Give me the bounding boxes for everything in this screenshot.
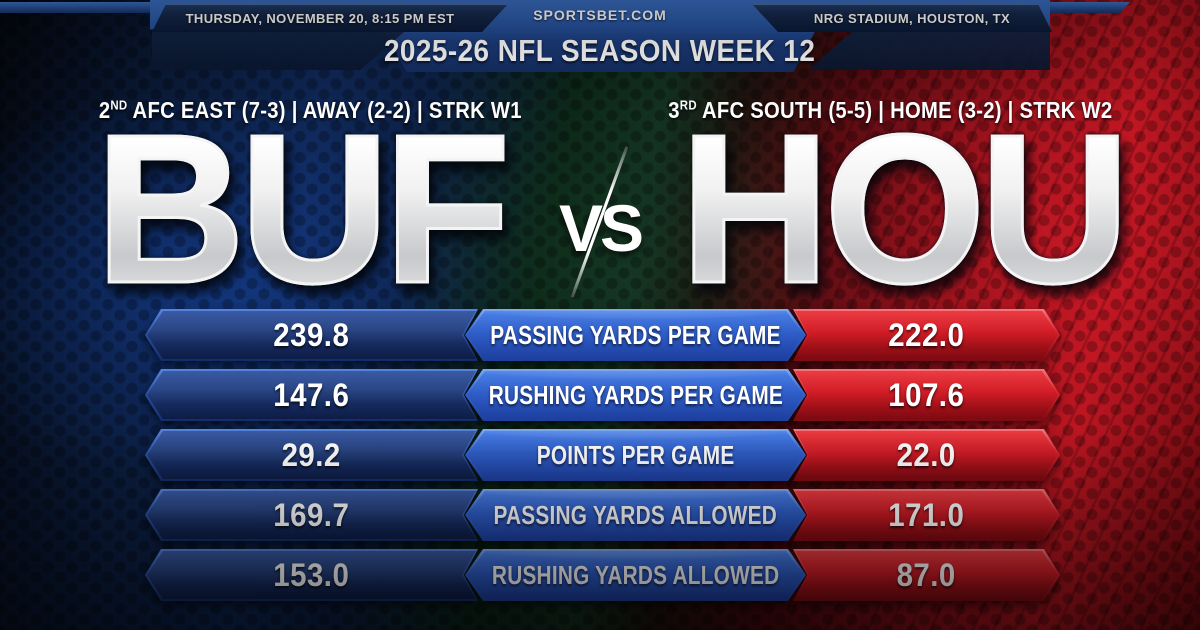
site-url: SPORTSBET.COM (533, 7, 667, 23)
stats-table: 239.8 PASSING YARDS PER GAME 222.0 147.6… (145, 309, 1060, 609)
home-stat-value: 87.0 (896, 556, 957, 593)
header-tier-right (808, 32, 1050, 70)
away-stat-cell: 147.6 (145, 369, 478, 421)
away-stat-cell: 239.8 (145, 309, 478, 361)
stat-label-cell: RUSHING YARDS ALLOWED (465, 549, 806, 601)
page-title-text: 2025-26 NFL SEASON WEEK 12 (384, 33, 816, 68)
home-stat-value: 22.0 (896, 436, 957, 473)
home-stat-cell: 171.0 (793, 489, 1060, 541)
stat-label: PASSING YARDS PER GAME (490, 319, 781, 350)
header-strip-right (1048, 2, 1130, 13)
home-stat-cell: 22.0 (793, 429, 1060, 481)
away-stat-value: 29.2 (281, 436, 342, 473)
stat-label-cell: PASSING YARDS ALLOWED (465, 489, 806, 541)
page-title: 2025-26 NFL SEASON WEEK 12 (384, 30, 815, 72)
away-stat-value: 147.6 (273, 376, 350, 413)
stat-label: POINTS PER GAME (536, 439, 735, 470)
home-stat-cell: 87.0 (793, 549, 1060, 601)
home-stat-value: 171.0 (888, 496, 965, 533)
home-stat-cell: 107.6 (793, 369, 1060, 421)
stat-label: RUSHING YARDS ALLOWED (491, 559, 780, 590)
home-stat-cell: 222.0 (793, 309, 1060, 361)
table-row: 153.0 RUSHING YARDS ALLOWED 87.0 (145, 549, 1060, 601)
table-row: 169.7 PASSING YARDS ALLOWED 171.0 (145, 489, 1060, 541)
away-stat-cell: 29.2 (145, 429, 478, 481)
stat-label: RUSHING YARDS PER GAME (488, 379, 783, 410)
home-team-abbr: HOU (653, 101, 1151, 316)
stat-label: PASSING YARDS ALLOWED (493, 499, 778, 530)
home-stat-value: 107.6 (888, 376, 965, 413)
away-stat-cell: 153.0 (145, 549, 478, 601)
table-row: 147.6 RUSHING YARDS PER GAME 107.6 (145, 369, 1060, 421)
away-team-abbr: BUF (57, 101, 543, 316)
stat-label-cell: RUSHING YARDS PER GAME (465, 369, 806, 421)
home-stat-value: 222.0 (888, 316, 965, 353)
stat-label-cell: POINTS PER GAME (465, 429, 806, 481)
away-stat-value: 153.0 (273, 556, 350, 593)
vs-badge: VS (540, 146, 660, 298)
header-strip-left (0, 2, 152, 13)
table-row: 239.8 PASSING YARDS PER GAME 222.0 (145, 309, 1060, 361)
vs-label: VS (558, 191, 644, 265)
away-stat-value: 239.8 (273, 316, 350, 353)
stat-label-cell: PASSING YARDS PER GAME (465, 309, 806, 361)
table-row: 29.2 POINTS PER GAME 22.0 (145, 429, 1060, 481)
header-tier-left (152, 32, 404, 70)
away-stat-cell: 169.7 (145, 489, 478, 541)
away-stat-value: 169.7 (273, 496, 350, 533)
